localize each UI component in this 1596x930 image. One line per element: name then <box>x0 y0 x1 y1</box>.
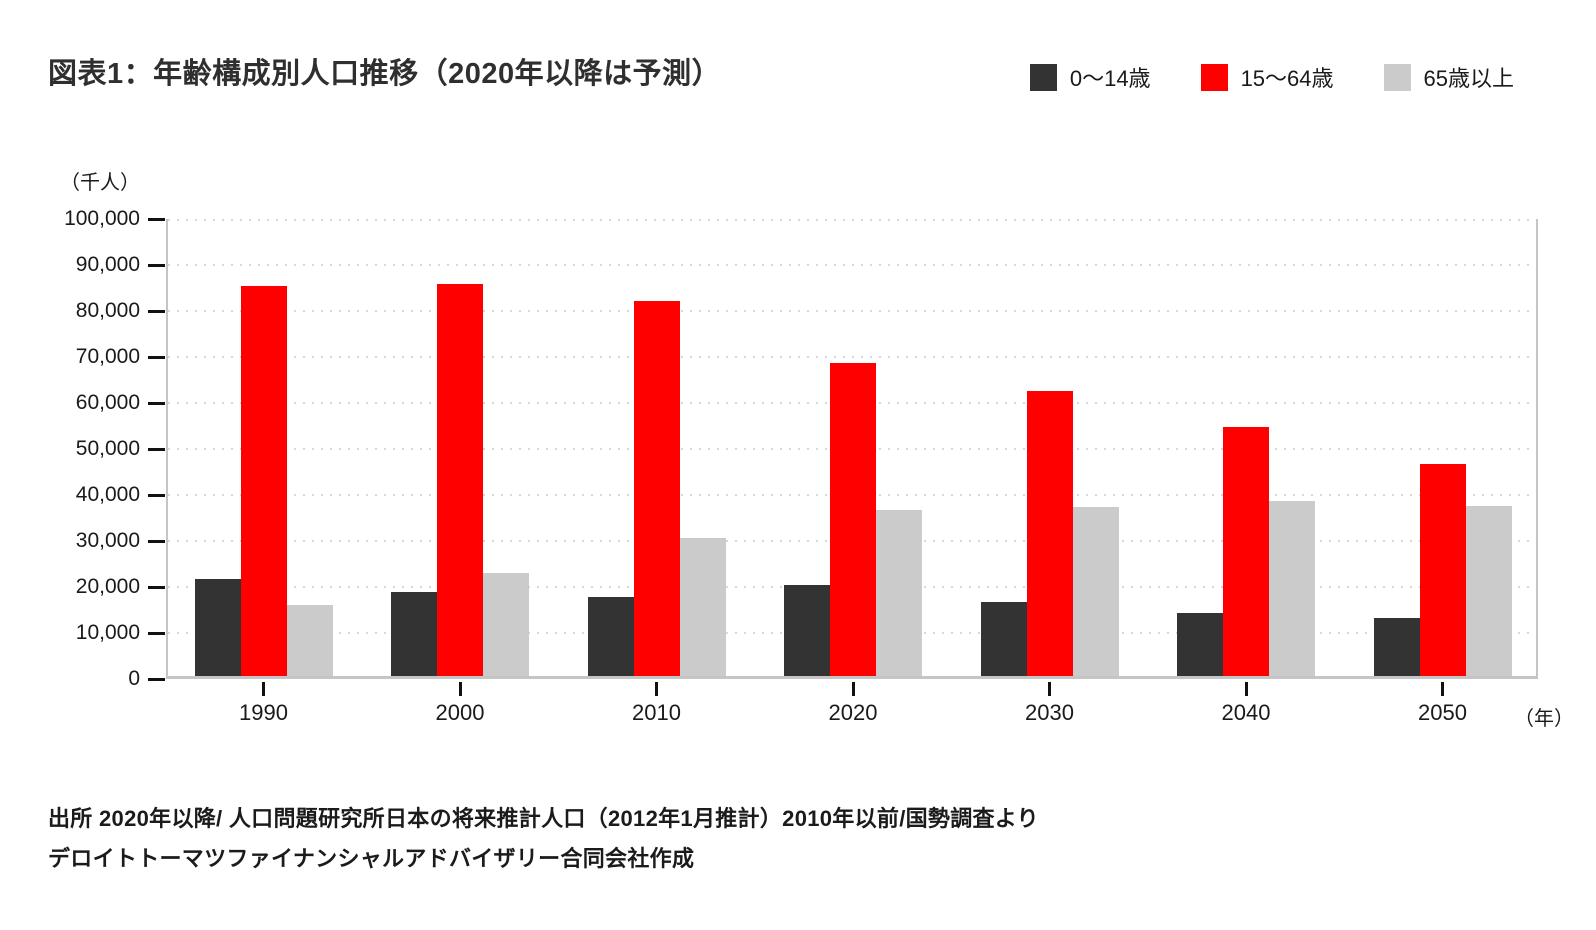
x-tick-label-2030: 2030 <box>1025 700 1074 725</box>
bar-65歳以上-2010 <box>679 538 726 676</box>
y-tick-label: 30,000 <box>75 529 140 552</box>
bar-0〜14歳-2050 <box>1373 618 1420 676</box>
bar-15〜64歳-2020 <box>830 363 876 676</box>
y-tick-mark <box>148 402 165 405</box>
y-tick-label: 50,000 <box>75 437 140 460</box>
x-tick-mark <box>458 682 462 696</box>
legend-item-2: 65歳以上 <box>1383 61 1514 93</box>
bar-65歳以上-2040 <box>1269 501 1315 676</box>
y-tick-label: 20,000 <box>75 575 140 598</box>
x-tick-label-2010: 2010 <box>632 700 681 725</box>
x-axis-unit-label: （年） <box>1514 708 1574 730</box>
y-tick-mark <box>148 264 165 267</box>
bar-15〜64歳-1990 <box>240 286 287 676</box>
y-tick-mark <box>148 218 165 221</box>
gridline <box>168 264 1536 266</box>
source-note-line2: デロイトトーマツファイナンシャルアドバイザリー合同会社作成 <box>48 846 695 871</box>
gridline <box>168 356 1536 358</box>
legend-swatch-icon <box>1029 63 1057 91</box>
y-tick-mark <box>148 540 165 543</box>
y-tick-label: 0 <box>128 667 140 690</box>
bar-0〜14歳-2010 <box>587 597 634 676</box>
chart-legend: 0〜14歳 15〜64歳 65歳以上 <box>1029 61 1514 93</box>
legend-label: 0〜14歳 <box>1069 66 1151 91</box>
y-tick-label: 70,000 <box>75 345 140 368</box>
bar-0〜14歳-2020 <box>784 585 830 676</box>
x-tick-label-2040: 2040 <box>1221 700 1271 725</box>
x-tick-mark <box>851 682 855 696</box>
y-tick-mark <box>148 448 165 451</box>
bar-65歳以上-2030 <box>1072 507 1119 676</box>
bar-15〜64歳-2030 <box>1026 391 1073 676</box>
y-tick-mark <box>148 632 165 635</box>
bar-15〜64歳-2050 <box>1419 464 1466 676</box>
x-tick-label-2000: 2000 <box>435 700 485 725</box>
bar-0〜14歳-2030 <box>980 602 1027 676</box>
x-tick-label-2020: 2020 <box>828 700 878 725</box>
x-tick-label-2050: 2050 <box>1418 700 1467 725</box>
y-tick-label: 60,000 <box>75 391 140 414</box>
source-note-line1: 出所 2020年以降/ 人口問題研究所日本の将来推計人口（2012年1月推計）2… <box>48 806 1039 831</box>
y-tick-mark <box>148 494 165 497</box>
y-tick-label: 90,000 <box>75 253 140 276</box>
source-note: 出所 2020年以降/ 人口問題研究所日本の将来推計人口（2012年1月推計）2… <box>48 799 1039 879</box>
x-tick-mark <box>1441 682 1444 696</box>
y-axis-unit-label: （千人） <box>60 172 140 194</box>
bar-0〜14歳-2000 <box>391 592 437 676</box>
y-tick-mark <box>148 678 165 681</box>
bar-0〜14歳-1990 <box>194 579 241 676</box>
x-tick-label-1990: 1990 <box>239 700 288 725</box>
bar-65歳以上-1990 <box>286 605 333 676</box>
y-tick-label: 40,000 <box>75 483 140 506</box>
bar-65歳以上-2050 <box>1465 506 1512 676</box>
bar-15〜64歳-2000 <box>437 284 483 676</box>
x-tick-mark <box>1244 682 1248 696</box>
x-tick-mark <box>655 682 658 696</box>
x-tick-mark <box>1048 682 1051 696</box>
legend-swatch-icon <box>1383 63 1411 91</box>
x-tick-mark <box>262 682 265 696</box>
gridline <box>168 310 1536 312</box>
y-tick-mark <box>148 310 165 313</box>
chart-title: 図表1：年齢構成別人口推移（2020年以降は予測） <box>48 58 722 90</box>
bar-65歳以上-2000 <box>483 573 529 676</box>
y-tick-mark <box>148 356 165 359</box>
bar-0〜14歳-2040 <box>1177 613 1223 676</box>
legend-item-1: 15〜64歳 <box>1200 61 1334 93</box>
y-tick-label: 100,000 <box>64 207 140 230</box>
bar-15〜64歳-2040 <box>1223 427 1269 676</box>
legend-label: 65歳以上 <box>1423 66 1514 91</box>
y-tick-label: 10,000 <box>75 621 140 644</box>
y-tick-mark <box>148 586 165 589</box>
y-tick-label: 80,000 <box>75 299 140 322</box>
legend-label: 15〜64歳 <box>1240 66 1334 91</box>
gridline <box>168 219 1536 221</box>
bar-65歳以上-2020 <box>876 510 922 676</box>
legend-item-0: 0〜14歳 <box>1029 61 1151 93</box>
legend-swatch-icon <box>1200 63 1228 91</box>
plot-area <box>166 219 1538 679</box>
bar-15〜64歳-2010 <box>633 301 680 676</box>
